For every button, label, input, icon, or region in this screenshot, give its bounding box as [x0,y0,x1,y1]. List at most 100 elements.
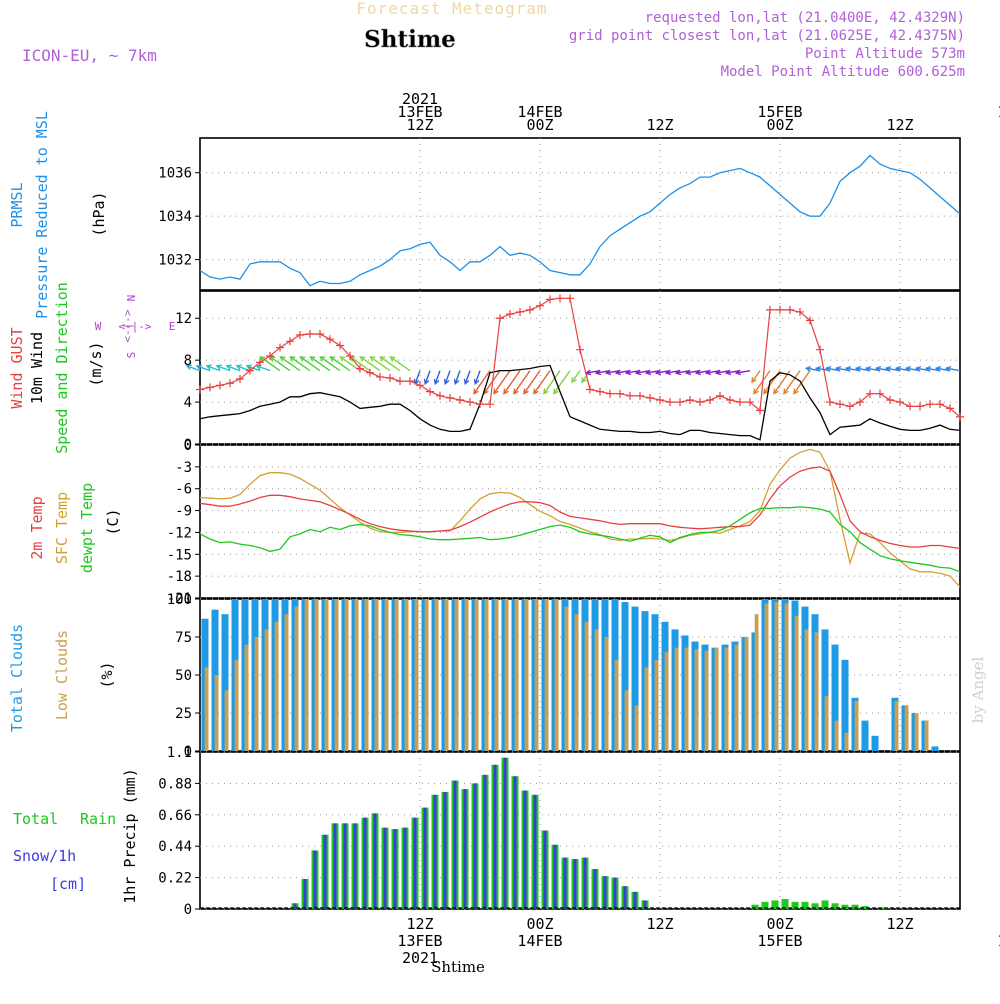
rain-bar [791,901,799,909]
wind-direction-arrow [196,365,211,372]
wind-direction-arrowhead [894,365,902,372]
temperature-ytick-label: -3 [175,460,192,476]
snow-bar [323,834,327,909]
low-clouds-bar [344,599,349,751]
wind-direction-arrowhead [533,388,539,395]
wind-direction-arrow [359,356,381,372]
wind-label-gust: Wind GUST [8,327,26,408]
wind-gust-marker [216,381,224,390]
wind-direction-arrowhead [694,369,702,376]
low-clouds-bar [714,647,719,751]
wind-direction-arrow [269,356,291,372]
wind-direction-arrow [846,367,861,372]
low-clouds-bar [854,700,859,751]
wind-direction-arrowhead [185,364,192,371]
wind-direction-arrowhead [934,365,942,372]
wind-direction-arrowhead [604,369,612,376]
low-clouds-bar [594,629,599,751]
wind-gust-marker [246,366,254,375]
wind-gust-marker [716,391,724,400]
snow-bar [563,857,567,909]
wind-gust-marker [676,398,684,407]
wind-direction-arrowhead [814,365,822,372]
precip-label-rain: Rain [80,810,116,828]
rain-bar [851,904,859,909]
top-time-label: 00Z [766,116,793,134]
wind-gust-marker [876,389,884,398]
precip-label-unit: 1hr Precip (mm) [121,768,139,903]
low-clouds-bar [924,720,929,751]
snow-bar [443,791,447,909]
clouds-ytick-label: 100 [167,592,192,608]
wind-direction-arrowhead [854,365,862,372]
wind-gust-marker [446,393,454,402]
snow-bar [503,757,507,909]
snow-bar [453,780,457,909]
pressure-ytick-label: 1032 [158,253,192,269]
top-time-label: 16FEB [997,103,1000,121]
wind-label-dir: Speed and Direction [53,282,71,454]
low-clouds-bar [634,705,639,751]
wind-gust-marker [476,400,484,409]
low-clouds-bar [244,644,249,751]
temperature-panel: 0 -3 -6 -9 -12 -15 -18 -21 2m Temp SFC Temp dewpt … [28,438,961,607]
wind-gust-marker [506,310,514,319]
wind-direction-arrowhead [571,377,577,384]
wind-gust-marker [496,314,504,323]
wind-direction-arrowhead [884,365,892,372]
wind-direction-arrowhead [289,356,296,362]
low-clouds-bar [314,599,319,751]
wind-gust-marker [906,402,914,411]
wind-direction-arrow [606,369,621,374]
clouds-label-total: Total Clouds [8,624,26,732]
compass-south: S [125,352,138,359]
wind-direction-arrowhead [783,388,789,395]
wind-direction-arrow [906,367,921,372]
wind-direction-arrowhead [924,365,932,372]
wind-direction-arrowhead [389,356,396,362]
wind-gust-marker [546,295,554,304]
low-clouds-bar [704,650,709,751]
wind-gust-marker [596,387,604,396]
low-clouds-bar [654,659,659,751]
low-clouds-bar [524,599,529,751]
wind-direction-arrow [666,369,681,374]
low-clouds-bar [684,647,689,751]
low-clouds-bar [494,599,499,751]
bottom-time-label: 12Z [646,915,673,933]
snow-bar [493,764,497,909]
wind-gust-marker [656,395,664,404]
low-clouds-bar [464,599,469,751]
total-clouds-bar [221,614,229,751]
wind-direction-arrow [676,369,691,374]
precip-ytick-label: 0.22 [158,871,192,887]
clouds-ytick-label: 0 [184,744,192,760]
wind-gust-marker [736,398,744,407]
low-clouds-bar [734,644,739,751]
compass-arrows-v: <-|-> [121,309,134,342]
precip-frame [199,751,961,910]
wind-direction-arrow [186,365,201,372]
snow-bar [423,807,427,909]
low-clouds-bar [774,602,779,751]
wind-direction-arrow [319,356,341,372]
wind-direction-arrow [424,370,431,385]
wind-direction-arrow [256,365,271,372]
wind-direction-arrowhead [944,365,952,372]
wind-direction-arrowhead [664,369,672,376]
bottom-time-label: 00Z [766,915,793,933]
wind-direction-arrowhead [804,365,812,372]
total-clouds-bar [841,659,849,751]
wind-gust-marker [266,351,274,360]
wind-10m-line [199,364,961,441]
low-clouds-bar [814,632,819,751]
temperature-ytick-label: -18 [167,569,192,585]
wind-gust-marker [556,294,564,303]
wind-direction-arrowhead [734,369,742,376]
wind-direction-arrowhead [523,388,529,395]
wind-direction-arrowhead [543,388,549,395]
wind-gust-marker [396,377,404,386]
precip-label-snow: Snow/1h [13,847,76,865]
wind-direction-arrowhead [245,364,252,371]
wind-direction-arrowhead [874,365,882,372]
